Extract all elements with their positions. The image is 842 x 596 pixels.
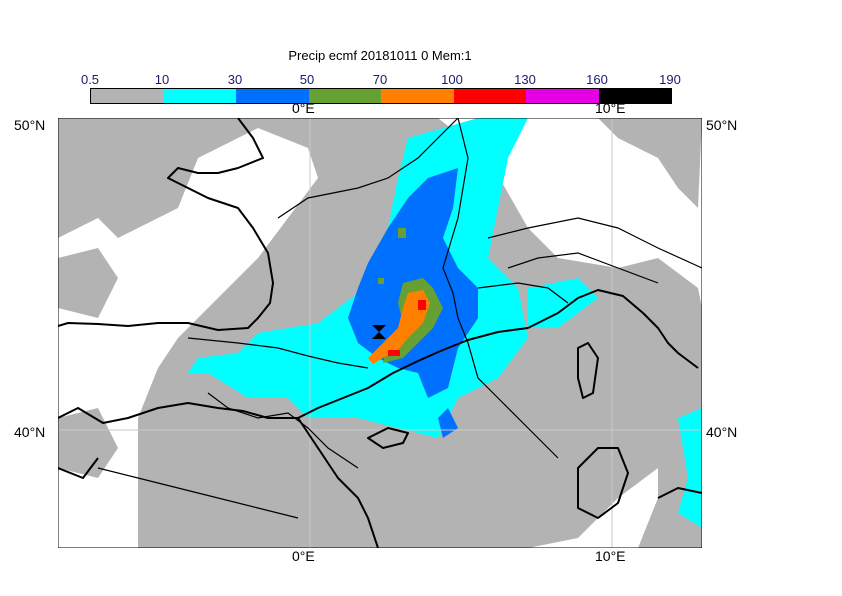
colorbar-tick-label: 10: [154, 72, 170, 87]
colorbar-segment-0.5-10: [91, 89, 164, 103]
colorbar-tick-label: 0.5: [80, 72, 100, 87]
colorbar-segment-50-70: [308, 89, 381, 103]
lon-label-bottom-0e: 0°E: [292, 548, 315, 564]
precip-band-100-130: [388, 300, 426, 356]
colorbar-tick-label: 190: [659, 72, 681, 87]
colorbar-tick-label: 130: [514, 72, 536, 87]
lat-label-left-40n: 40°N: [14, 424, 46, 440]
country-borders: [97, 118, 702, 519]
map-title: Precip ecmf 20181011 0 Mem:1: [288, 48, 472, 63]
graticule: [58, 118, 702, 548]
colorbar-segment-10-30: [163, 89, 236, 103]
colorbar-tick-label: 100: [441, 72, 463, 87]
lat-label-left-50n: 50°N: [14, 117, 46, 133]
colorbar-segment-30-50: [236, 89, 309, 103]
colorbar-segment-100-130: [453, 89, 526, 103]
precipitation-map: [58, 118, 702, 548]
location-marker-icon: [372, 325, 386, 339]
lon-label-top-10e: 10°E: [595, 100, 626, 116]
precip-band-70-100: [368, 290, 430, 364]
lon-label-top-0e: 0°E: [292, 100, 315, 116]
colorbar-tick-label: 50: [299, 72, 315, 87]
colorbar: [90, 88, 672, 104]
coastlines: [58, 118, 702, 548]
colorbar-segment-160-190: [598, 89, 671, 103]
colorbar-tick-label: 70: [372, 72, 388, 87]
lat-label-right-50n: 50°N: [706, 117, 738, 133]
lon-label-bottom-10e: 10°E: [595, 548, 626, 564]
colorbar-segment-70-100: [381, 89, 454, 103]
lat-label-right-40n: 40°N: [706, 424, 738, 440]
colorbar-segment-130-160: [526, 89, 599, 103]
colorbar-tick-label: 160: [586, 72, 608, 87]
colorbar-tick-label: 30: [227, 72, 243, 87]
